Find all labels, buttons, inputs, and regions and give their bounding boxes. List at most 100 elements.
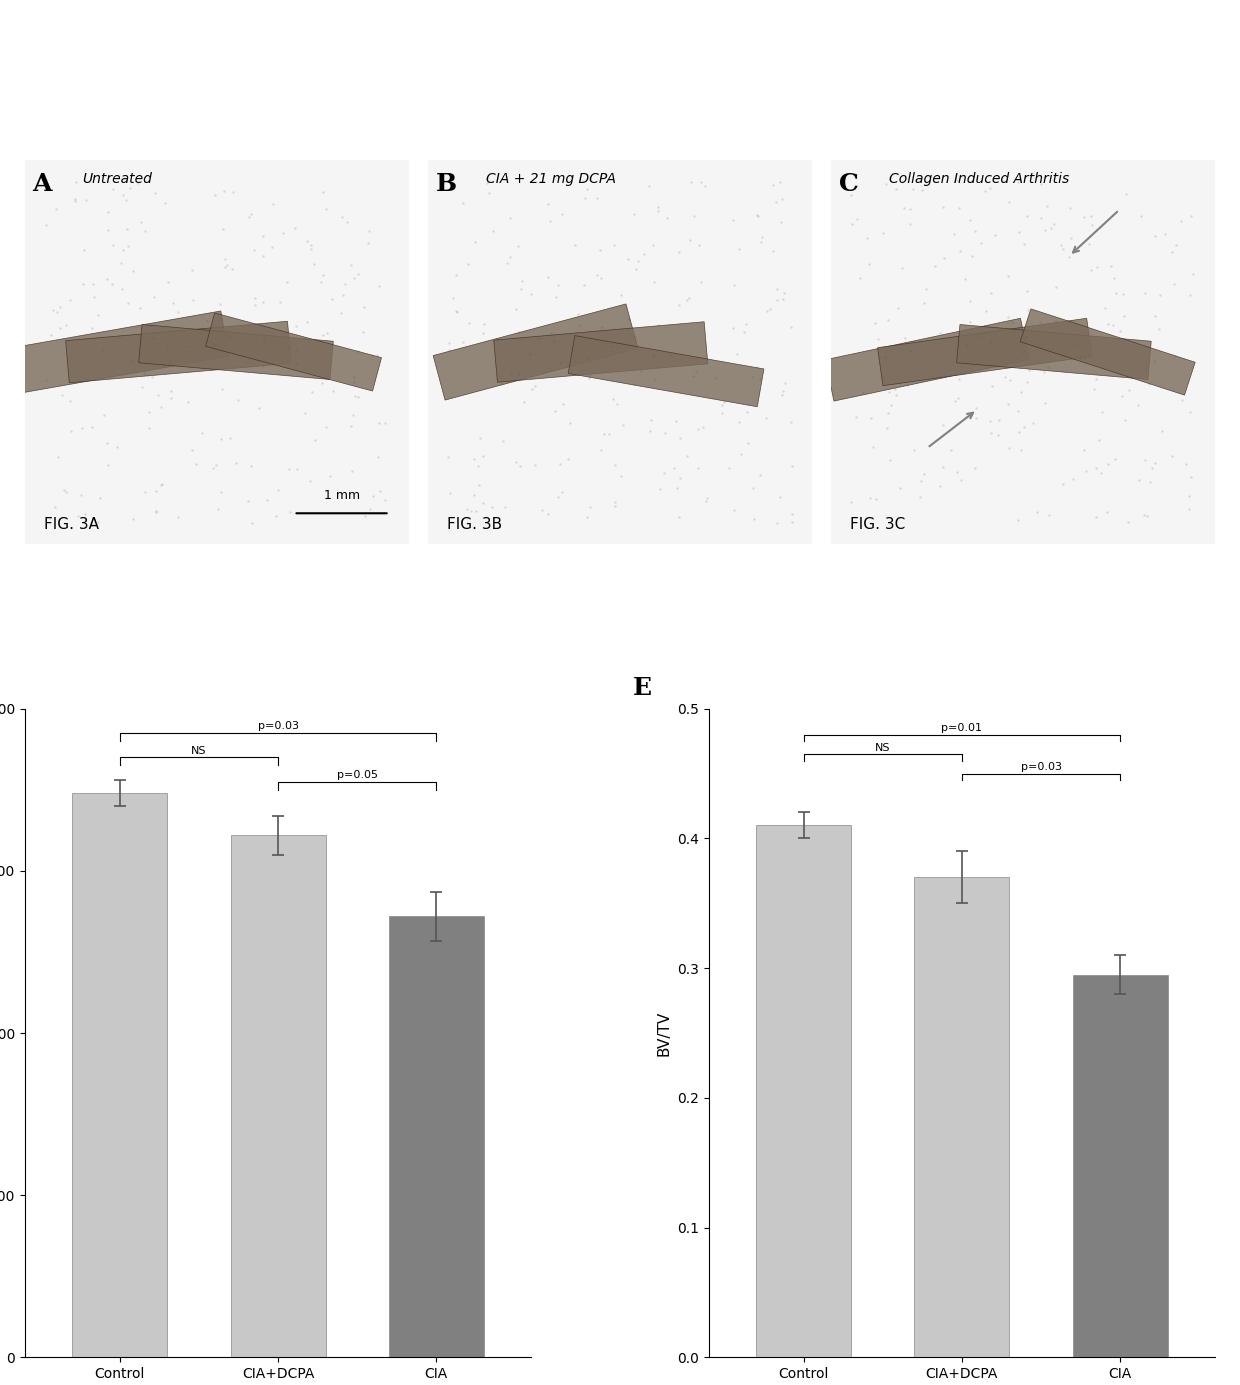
Point xyxy=(766,191,786,213)
Point xyxy=(551,352,570,374)
Point xyxy=(331,302,351,324)
Point xyxy=(988,424,1008,446)
Point xyxy=(961,289,981,312)
Point xyxy=(947,169,967,191)
Point xyxy=(226,453,246,475)
Point xyxy=(146,481,166,503)
Point xyxy=(1118,379,1138,402)
Point xyxy=(64,190,84,212)
Point xyxy=(223,180,243,202)
Bar xyxy=(231,835,326,1357)
Text: FIG. 3B: FIG. 3B xyxy=(448,518,502,532)
Polygon shape xyxy=(825,319,1029,402)
Point xyxy=(1114,284,1133,306)
Point xyxy=(52,384,72,406)
Point xyxy=(367,343,387,366)
Point xyxy=(484,220,503,242)
Point xyxy=(1151,284,1171,306)
Point xyxy=(949,388,968,410)
Point xyxy=(217,255,237,277)
Point xyxy=(469,474,489,496)
Point xyxy=(1105,449,1125,471)
Point xyxy=(456,497,476,519)
Point xyxy=(1081,205,1101,227)
Text: C: C xyxy=(839,172,859,195)
Point xyxy=(138,364,157,386)
Point xyxy=(362,343,382,366)
Point xyxy=(861,488,880,510)
Polygon shape xyxy=(494,321,708,382)
Point xyxy=(241,204,260,226)
Point xyxy=(660,345,680,367)
Point xyxy=(139,417,159,439)
Point xyxy=(847,208,867,230)
Point xyxy=(273,222,293,244)
Point xyxy=(1030,206,1050,229)
Point xyxy=(649,199,668,222)
Point xyxy=(768,289,787,312)
Point xyxy=(577,506,596,528)
Point xyxy=(904,177,924,199)
Point xyxy=(966,396,986,418)
Text: p=0.05: p=0.05 xyxy=(337,770,378,780)
Point xyxy=(133,375,153,397)
Point xyxy=(443,287,463,309)
Point xyxy=(1059,245,1079,267)
Point xyxy=(1086,457,1106,479)
Point xyxy=(1013,233,1033,255)
Point xyxy=(343,267,363,289)
Point xyxy=(889,296,909,319)
Polygon shape xyxy=(206,313,382,391)
Point xyxy=(1112,385,1132,407)
Point xyxy=(1164,345,1184,367)
Point xyxy=(641,410,661,432)
Point xyxy=(551,453,570,475)
Point xyxy=(50,317,69,339)
Point xyxy=(108,436,128,458)
Point xyxy=(356,506,376,528)
Polygon shape xyxy=(1021,309,1195,395)
Point xyxy=(124,508,144,530)
Point xyxy=(591,316,611,338)
Point xyxy=(446,265,466,287)
Text: Collagen Induced Arthritis: Collagen Induced Arthritis xyxy=(889,172,1069,186)
Point xyxy=(332,206,352,229)
Point xyxy=(97,267,117,289)
Point xyxy=(495,496,515,518)
Point xyxy=(748,356,768,378)
Point xyxy=(1136,449,1156,471)
Point xyxy=(285,217,305,240)
Point xyxy=(591,439,611,461)
Point xyxy=(1149,319,1169,341)
Point xyxy=(1075,346,1095,368)
Point xyxy=(558,449,578,471)
Point xyxy=(966,407,986,429)
Point xyxy=(624,204,644,226)
Point xyxy=(950,367,970,389)
Point xyxy=(999,370,1019,392)
Point xyxy=(103,177,123,199)
Point xyxy=(164,292,184,314)
Point xyxy=(999,438,1019,460)
Point xyxy=(362,485,382,507)
Point xyxy=(438,446,458,468)
Point xyxy=(1137,506,1157,528)
Point xyxy=(879,449,899,471)
Point xyxy=(774,283,794,305)
Point xyxy=(667,476,687,499)
Point xyxy=(641,420,661,442)
Point xyxy=(639,175,658,197)
Point xyxy=(899,198,919,220)
Point xyxy=(932,197,952,219)
Point xyxy=(946,461,966,483)
Point xyxy=(246,287,265,309)
Polygon shape xyxy=(139,324,334,379)
Point xyxy=(459,312,479,334)
Point xyxy=(706,367,725,389)
Point xyxy=(570,314,590,337)
Point xyxy=(681,229,701,251)
Point xyxy=(874,346,894,368)
Point xyxy=(548,486,568,508)
Point xyxy=(481,496,501,518)
Point xyxy=(916,278,936,301)
